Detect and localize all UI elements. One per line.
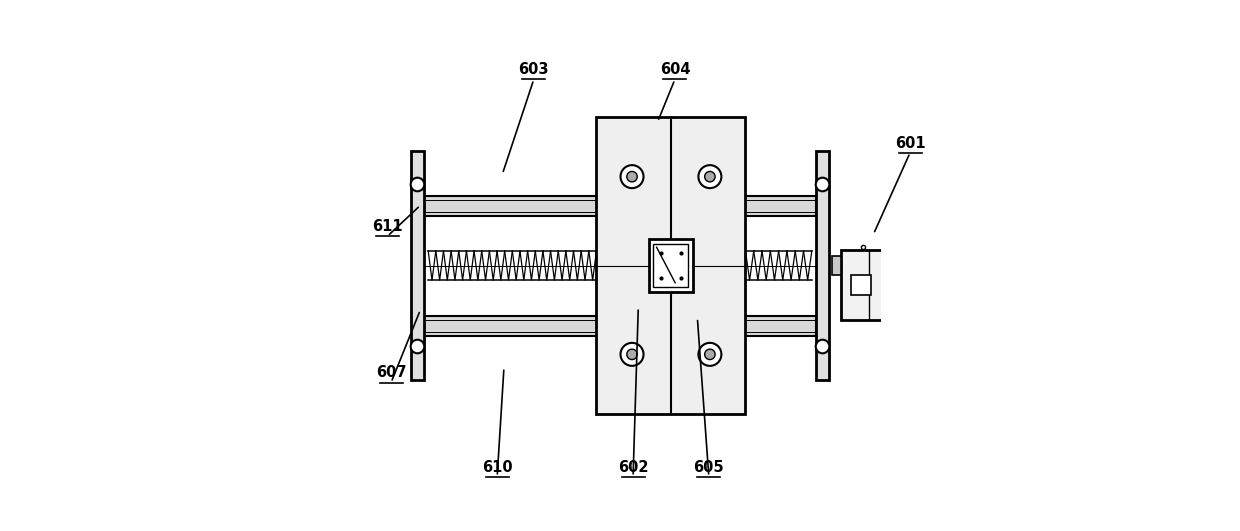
Circle shape [410,178,424,191]
Text: 611: 611 [372,219,403,234]
Circle shape [698,165,722,188]
Bar [596,116,745,415]
Bar [653,244,688,287]
Bar [424,316,816,336]
Circle shape [698,343,722,366]
Bar [832,255,841,276]
Text: 602: 602 [618,459,649,475]
Text: 607: 607 [376,365,407,381]
Ellipse shape [889,258,918,313]
Text: 603: 603 [518,62,549,78]
Bar [410,150,424,381]
Circle shape [816,340,830,353]
Text: 601: 601 [895,135,925,150]
Bar [816,150,830,381]
Circle shape [816,178,830,191]
Circle shape [704,349,715,359]
Bar [851,275,870,295]
Text: 604: 604 [660,62,691,78]
Circle shape [410,340,424,353]
Circle shape [620,343,644,366]
Bar [424,196,816,216]
Bar [841,250,890,320]
Text: 605: 605 [693,459,724,475]
Circle shape [626,172,637,182]
Bar [649,239,693,292]
Circle shape [704,172,715,182]
Circle shape [620,165,644,188]
Text: 610: 610 [482,459,512,475]
Circle shape [626,349,637,359]
